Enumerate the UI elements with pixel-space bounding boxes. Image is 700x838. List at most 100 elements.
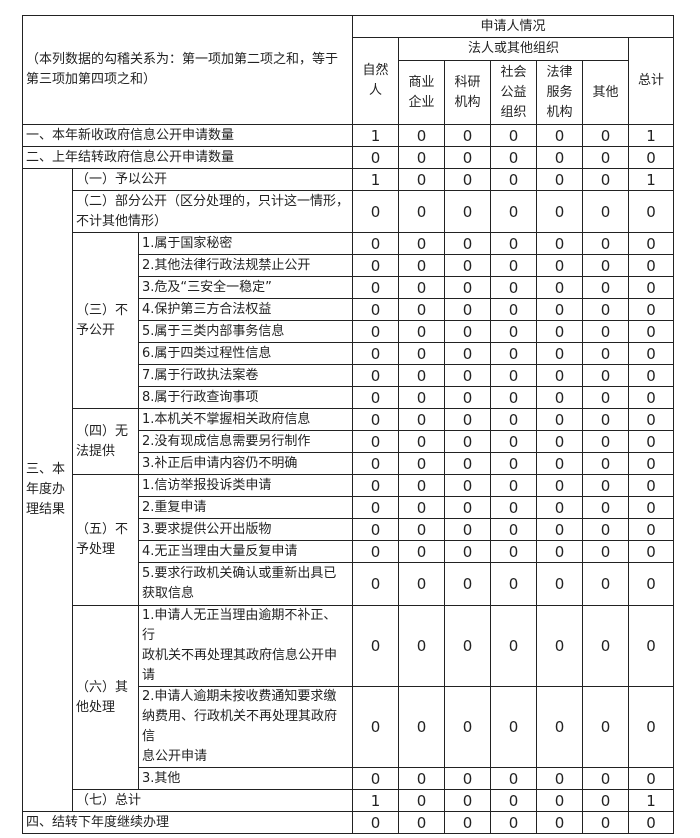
table-row: （四）无 法提供 1.本机关不掌握相关政府信息 0 0 0 0 0 0 0 xyxy=(23,408,675,475)
value-cell: 1 xyxy=(352,789,400,812)
value-cell: 0 xyxy=(536,605,584,687)
value-cell: 0 xyxy=(536,364,584,387)
value-cell: 0 xyxy=(398,190,446,233)
header-legal-col: 其他 xyxy=(582,60,630,125)
value-cell: 0 xyxy=(536,168,584,191)
value-cell: 0 xyxy=(536,320,584,343)
group-label: （六）其 他处理 xyxy=(72,605,139,790)
item-label: 2.其他法律行政法规禁止公开 xyxy=(137,254,354,277)
value-cell: 0 xyxy=(536,298,584,321)
header-applicant: 申请人情况 xyxy=(352,15,675,38)
value-cell: 0 xyxy=(352,767,400,790)
value-cell: 0 xyxy=(582,408,630,431)
value-cell: 0 xyxy=(490,124,538,147)
value-cell: 0 xyxy=(444,342,492,365)
value-cell: 0 xyxy=(352,540,400,563)
value-cell: 1 xyxy=(628,789,675,812)
value-cell: 0 xyxy=(352,430,400,453)
item-label: 8.属于行政查询事项 xyxy=(137,386,354,409)
value-cell: 0 xyxy=(490,767,538,790)
value-cell: 0 xyxy=(398,408,446,431)
value-cell: 0 xyxy=(398,518,446,541)
value-cell: 0 xyxy=(398,232,446,255)
value-cell: 0 xyxy=(398,386,446,409)
item-label: 3.其他 xyxy=(137,767,354,790)
table-row: 三、本 年度办 理结果 （一）予以公开 1 0 0 0 0 0 1 xyxy=(22,168,675,812)
item-label: 2.没有现成信息需要另行制作 xyxy=(137,430,354,453)
value-cell: 0 xyxy=(398,430,446,453)
value-cell: 1 xyxy=(352,124,400,147)
value-cell: 0 xyxy=(536,811,584,834)
value-cell: 0 xyxy=(536,430,584,453)
value-cell: 0 xyxy=(582,364,630,387)
value-cell: 0 xyxy=(582,686,630,768)
header-legal-col: 商业 企业 xyxy=(398,60,446,125)
value-cell: 0 xyxy=(536,124,584,147)
value-cell: 0 xyxy=(444,686,492,768)
value-cell: 0 xyxy=(628,298,675,321)
value-cell: 0 xyxy=(444,789,492,812)
value-cell: 0 xyxy=(490,452,538,475)
header-legal-col: 法律 服务 机构 xyxy=(536,60,584,125)
value-cell: 0 xyxy=(536,276,584,299)
value-cell: 0 xyxy=(398,146,446,169)
value-cell: 0 xyxy=(352,386,400,409)
header-legal-col: 社会 公益 组织 xyxy=(490,60,538,125)
value-cell: 0 xyxy=(352,276,400,299)
value-cell: 0 xyxy=(490,518,538,541)
value-cell: 1 xyxy=(628,168,675,191)
group-label: （一）予以公开 xyxy=(71,168,354,191)
value-cell: 0 xyxy=(444,474,492,497)
value-cell: 0 xyxy=(582,562,630,606)
value-cell: 0 xyxy=(490,298,538,321)
table-row: 3.要求提供公开出版物 0 0 0 0 0 0 0 xyxy=(23,518,675,541)
value-cell: 0 xyxy=(352,232,400,255)
value-cell: 0 xyxy=(628,254,675,277)
value-cell: 0 xyxy=(398,767,446,790)
table-row: 2.申请人逾期未按收费通知要求缴 纳费用、行政机关不再处理其政府信 息公开申请 0… xyxy=(23,686,675,768)
value-cell: 0 xyxy=(352,254,400,277)
value-cell: 0 xyxy=(628,364,675,387)
value-cell: 0 xyxy=(536,474,584,497)
value-cell: 0 xyxy=(536,789,584,812)
value-cell: 0 xyxy=(398,320,446,343)
table-row: 2.没有现成信息需要另行制作 0 0 0 0 0 0 0 xyxy=(23,430,675,453)
item-label: 3.要求提供公开出版物 xyxy=(137,518,354,541)
value-cell: 0 xyxy=(398,496,446,519)
value-cell: 0 xyxy=(444,452,492,475)
value-cell: 0 xyxy=(398,686,446,768)
value-cell: 0 xyxy=(352,342,400,365)
result-section-label: 三、本 年度办 理结果 xyxy=(22,168,73,812)
value-cell: 0 xyxy=(398,364,446,387)
value-cell: 0 xyxy=(536,767,584,790)
value-cell: 0 xyxy=(398,124,446,147)
value-cell: 0 xyxy=(628,276,675,299)
row-label: 一、本年新收政府信息公开申请数量 xyxy=(21,124,354,147)
value-cell: 0 xyxy=(582,605,630,687)
value-cell: 0 xyxy=(582,320,630,343)
value-cell: 0 xyxy=(352,320,400,343)
value-cell: 0 xyxy=(444,518,492,541)
table-row: （二）部分公开（区分处理的，只计这一情形， 不计其他情形） 0 0 0 0 0 0 0 xyxy=(23,190,675,233)
value-cell: 0 xyxy=(352,605,400,687)
value-cell: 0 xyxy=(444,298,492,321)
value-cell: 0 xyxy=(444,540,492,563)
table-row: 2.其他法律行政法规禁止公开 0 0 0 0 0 0 0 xyxy=(23,254,675,277)
header-note: （本列数据的勾稽关系为：第一项加第二项之和，等于 第三项加第四项之和） xyxy=(21,15,354,125)
value-cell: 0 xyxy=(628,811,675,834)
value-cell: 0 xyxy=(628,540,675,563)
value-cell: 0 xyxy=(352,562,400,606)
value-cell: 0 xyxy=(536,190,584,233)
group-label: （五）不 予处理 xyxy=(72,474,139,606)
value-cell: 0 xyxy=(628,605,675,687)
value-cell: 0 xyxy=(582,767,630,790)
value-cell: 0 xyxy=(352,452,400,475)
value-cell: 0 xyxy=(398,789,446,812)
value-cell: 0 xyxy=(628,146,675,169)
value-cell: 0 xyxy=(582,342,630,365)
value-cell: 0 xyxy=(628,408,675,431)
header-row: 商业 企业 科研 机构 社会 公益 组织 法律 服务 机构 其他 xyxy=(23,60,674,125)
value-cell: 1 xyxy=(628,124,675,147)
value-cell: 0 xyxy=(444,168,492,191)
group-label: （四）无 法提供 xyxy=(72,408,139,475)
